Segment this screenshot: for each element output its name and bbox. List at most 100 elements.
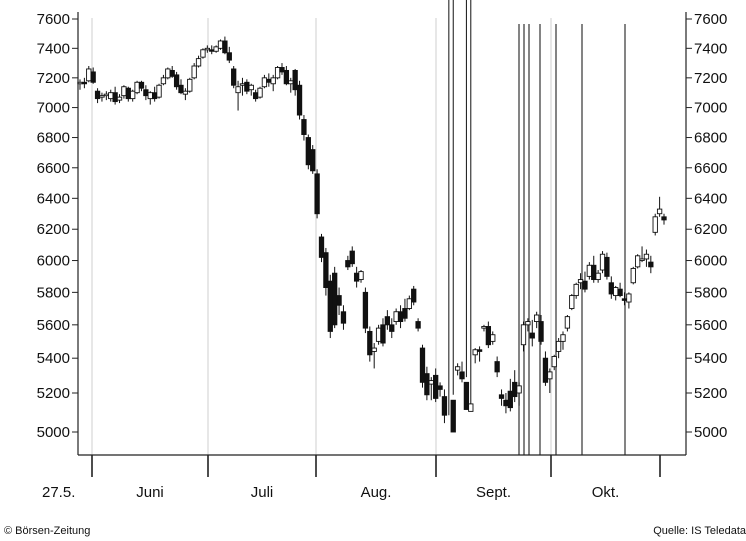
y-tick-label-left: 6600 [37, 160, 70, 177]
candle [494, 356, 500, 378]
y-tick-label-right: 6600 [694, 160, 727, 177]
candle-body-up [630, 267, 636, 284]
candle [599, 251, 606, 274]
candle-body-down [415, 321, 421, 329]
candle-body-up [595, 272, 601, 281]
candle [608, 276, 614, 299]
candle-body-up [626, 293, 632, 303]
candle [564, 315, 571, 332]
candle-body-down [173, 74, 180, 88]
candle-body-down [318, 236, 325, 258]
candle-body-down [314, 173, 320, 215]
candle-body-up [116, 96, 123, 101]
candle [529, 319, 535, 347]
candle [301, 115, 307, 141]
y-tick-label-left: 6200 [37, 221, 70, 238]
candle [643, 249, 650, 267]
candle [130, 89, 136, 102]
candle-body-up [204, 47, 210, 51]
candle [213, 45, 219, 53]
y-tick-label-right: 7000 [694, 100, 727, 117]
candle-body-up [187, 78, 193, 92]
candle [362, 287, 369, 334]
candle-body-down [617, 288, 623, 297]
candle [204, 45, 210, 53]
candle-body-down [305, 137, 311, 166]
candle [314, 169, 320, 219]
candle-body-down [301, 119, 307, 135]
y-tick-label-right: 6000 [694, 253, 727, 270]
y-tick-label-right: 5000 [694, 424, 727, 441]
y-tick-label-left: 7600 [37, 11, 70, 28]
candle-body-down [450, 399, 456, 433]
candle [173, 71, 180, 90]
y-tick-label-left: 7200 [37, 70, 70, 87]
candle [542, 351, 549, 386]
candle [143, 85, 149, 101]
candle-body-down [349, 250, 355, 265]
candle-body-up [200, 49, 206, 58]
y-tick-label-left: 6000 [37, 253, 70, 270]
candle-body-down [266, 78, 272, 83]
candle [257, 86, 263, 99]
candle [327, 274, 333, 339]
candle-body-up [613, 287, 619, 297]
candle-body-down [402, 308, 408, 319]
candle-body-up [643, 253, 650, 260]
y-tick-label-left: 5400 [37, 350, 70, 367]
candle [463, 0, 470, 410]
candle [595, 270, 601, 283]
month-label: Okt. [592, 484, 620, 501]
candle [613, 285, 619, 301]
candle-body-up [191, 65, 197, 79]
candle [86, 66, 92, 83]
candle [428, 377, 434, 401]
candle-body-up [130, 90, 136, 100]
candle-body-up [274, 67, 281, 79]
candle-body-down [507, 390, 513, 409]
candle-body-up [599, 253, 606, 271]
candle [235, 80, 241, 111]
y-tick-label-right: 5200 [694, 385, 727, 402]
candle-body-up [134, 81, 140, 94]
candle [402, 298, 408, 322]
candle-body-down [283, 69, 290, 85]
candle [191, 63, 197, 80]
candle [323, 247, 329, 296]
candle [292, 68, 298, 96]
candle-body-up [586, 264, 593, 277]
candle-body-down [345, 260, 351, 268]
candle [582, 271, 588, 293]
candle [134, 80, 140, 95]
candle-body-down [310, 149, 316, 172]
candle-body-up [454, 366, 461, 371]
candle-body-down [226, 52, 232, 61]
candle [248, 83, 254, 96]
candle-body-down [582, 280, 588, 290]
candle [621, 292, 628, 306]
candle [415, 318, 421, 332]
candle-body-down [604, 256, 610, 277]
candle-body-down [362, 291, 369, 329]
month-label: Juli [251, 484, 274, 501]
candle [244, 79, 250, 95]
candle [648, 255, 654, 274]
candle [160, 74, 167, 86]
candle-body-up [472, 349, 478, 356]
candle-body-down [244, 81, 250, 92]
candle [165, 67, 171, 80]
candle [433, 368, 439, 403]
candle-body-up [656, 208, 663, 215]
candle-body-up [573, 283, 579, 297]
candle [217, 39, 224, 50]
candle [261, 74, 268, 89]
candle-body-down [112, 92, 118, 103]
candle [512, 370, 518, 403]
candle [555, 338, 562, 359]
candle [274, 66, 281, 80]
candle [617, 282, 623, 298]
candle-body-down [389, 324, 395, 332]
candle-body-up [534, 314, 540, 322]
candle-body-up [468, 403, 474, 412]
candle-body-up [257, 87, 263, 98]
